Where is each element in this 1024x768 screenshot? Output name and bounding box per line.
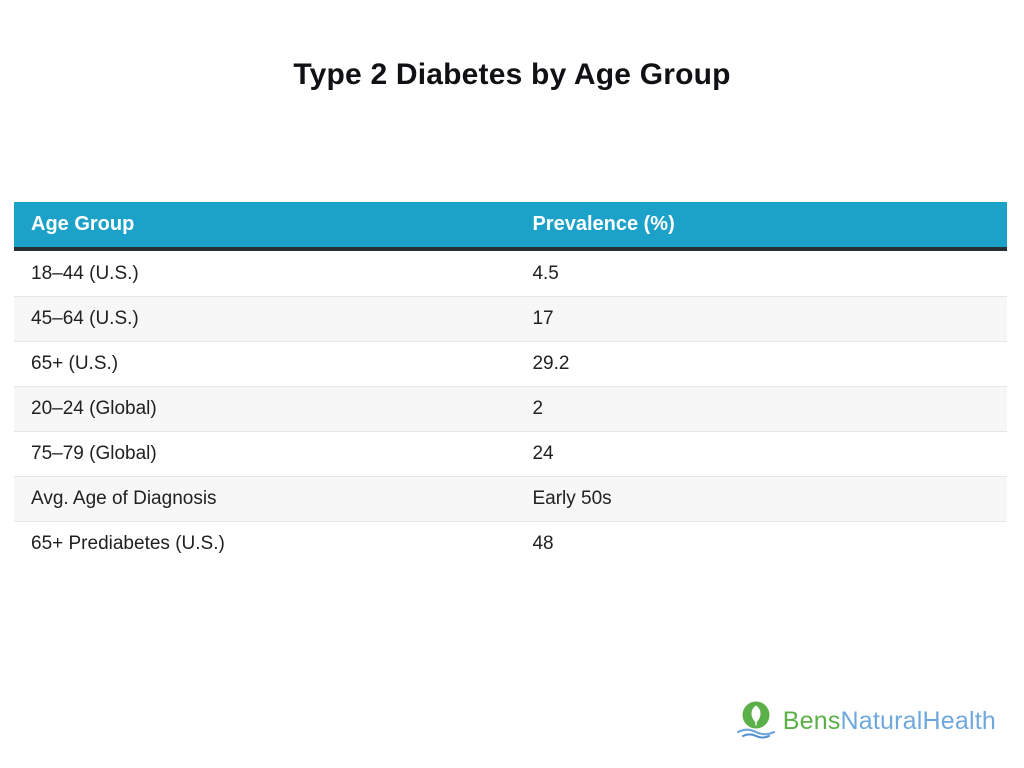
table-row: 65+ (U.S.) 29.2 — [14, 341, 1007, 386]
cell-age-group: 18–44 (U.S.) — [31, 262, 139, 284]
brand-logo-text: BensNaturalHealth — [783, 707, 996, 736]
cell-age-group: 20–24 (Global) — [31, 398, 157, 419]
table-header-row: Age Group Prevalence (%) — [14, 202, 1007, 251]
prevalence-table: Age Group Prevalence (%) 18–44 (U.S.) 4.… — [14, 202, 1007, 566]
table-row: 45–64 (U.S.) 17 — [14, 296, 1007, 341]
cell-age-group: Avg. Age of Diagnosis — [31, 488, 217, 509]
cell-age-group: 75–79 (Global) — [31, 443, 157, 464]
table-row: 18–44 (U.S.) 4.5 — [14, 251, 1007, 296]
brand-logo: BensNaturalHealth — [736, 700, 996, 742]
leaf-water-icon — [736, 700, 778, 742]
cell-prevalence: 17 — [532, 308, 554, 329]
cell-age-group: 65+ Prediabetes (U.S.) — [31, 533, 225, 554]
cell-age-group: 45–64 (U.S.) — [31, 308, 139, 329]
table-row: Avg. Age of Diagnosis Early 50s — [14, 476, 1007, 521]
column-header-prevalence: Prevalence (%) — [532, 213, 675, 235]
cell-prevalence: 48 — [532, 533, 554, 554]
table-row: 75–79 (Global) 24 — [14, 431, 1007, 476]
cell-age-group: 65+ (U.S.) — [31, 353, 119, 374]
table-row: 65+ Prediabetes (U.S.) 48 — [14, 521, 1007, 566]
page-title: Type 2 Diabetes by Age Group — [293, 58, 731, 91]
cell-prevalence: Early 50s — [532, 488, 612, 509]
brand-logo-text-primary: Bens — [782, 706, 841, 735]
column-header-age-group: Age Group — [31, 213, 135, 235]
brand-logo-text-secondary: NaturalHealth — [840, 706, 996, 735]
table-row: 20–24 (Global) 2 — [14, 386, 1007, 431]
cell-prevalence: 4.5 — [532, 262, 559, 284]
cell-prevalence: 24 — [532, 443, 554, 464]
cell-prevalence: 2 — [532, 398, 544, 419]
cell-prevalence: 29.2 — [532, 353, 570, 374]
